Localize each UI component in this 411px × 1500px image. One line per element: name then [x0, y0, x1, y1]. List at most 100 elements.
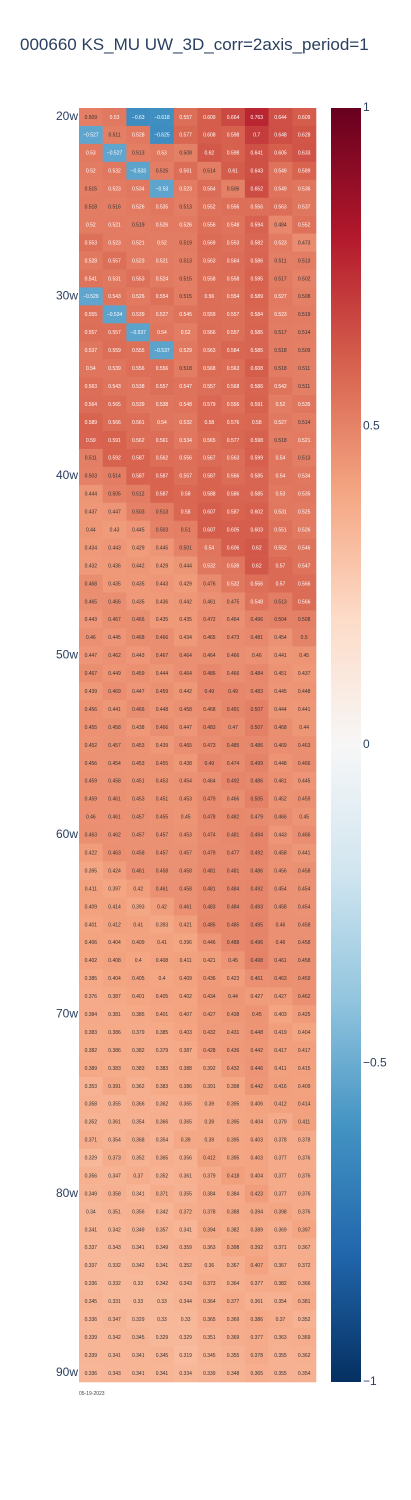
- heatmap-cell-label: 0.391: [203, 1084, 216, 1090]
- heatmap-cell-label: 0.372: [298, 1263, 311, 1269]
- heatmap-cell: [173, 125, 198, 145]
- heatmap-cell: [244, 1023, 269, 1042]
- heatmap-cell-label: 0.454: [298, 904, 311, 910]
- heatmap-cell: [102, 1148, 127, 1167]
- heatmap-cell: [79, 448, 103, 468]
- heatmap-cell: [268, 736, 293, 755]
- heatmap-cell: [126, 179, 151, 199]
- heatmap-cell-label: 0.403: [179, 1030, 192, 1036]
- heatmap-cell: [221, 753, 246, 773]
- heatmap-cell-label: 0.339: [85, 1353, 98, 1359]
- heatmap-cell: [268, 1364, 293, 1383]
- heatmap-cell-label: 0.556: [179, 456, 192, 462]
- heatmap-cell: [173, 323, 198, 342]
- heatmap-cell-label: −0.527: [83, 133, 99, 139]
- heatmap-cell-label: 0.458: [298, 922, 311, 928]
- heatmap-cell: [173, 1005, 198, 1024]
- heatmap-cell: [197, 646, 222, 665]
- heatmap-cell: [126, 1076, 151, 1096]
- heatmap-cell: [79, 1328, 103, 1347]
- heatmap-cell-label: 0.548: [179, 402, 192, 408]
- heatmap-cell-label: 0.474: [203, 833, 216, 839]
- heatmap-cell: [126, 287, 151, 306]
- heatmap-cell-label: 0.479: [250, 815, 263, 821]
- heatmap-cell-label: 0.349: [85, 1191, 98, 1197]
- heatmap-cell-label: 0.39: [204, 1102, 214, 1108]
- heatmap-cell: [79, 807, 103, 827]
- heatmap-cell: [173, 1202, 198, 1221]
- heatmap-cell: [150, 413, 175, 432]
- heatmap-cell-label: 0.466: [274, 815, 287, 821]
- heatmap-cell-label: 0.521: [132, 240, 145, 246]
- heatmap-cell: [244, 215, 269, 234]
- heatmap-cell-label: 0.438: [227, 1012, 240, 1018]
- heatmap-cell-label: 0.507: [250, 707, 263, 713]
- heatmap-cell-label: 0.607: [203, 510, 216, 516]
- heatmap-cell-label: 0.376: [298, 1173, 311, 1179]
- heatmap-cell-label: 0.45: [299, 653, 309, 659]
- heatmap-cell: [79, 1346, 103, 1365]
- heatmap-cell: [268, 1220, 293, 1239]
- heatmap-cell-label: 0.341: [85, 1227, 98, 1233]
- heatmap-cell-label: 0.599: [250, 456, 263, 462]
- heatmap-cell: [150, 1238, 175, 1257]
- heatmap-cell-label: 0.341: [132, 1245, 145, 1251]
- heatmap-cell: [244, 305, 269, 324]
- heatmap-cell: [244, 1166, 269, 1185]
- heatmap-cell-label: 0.589: [250, 294, 263, 300]
- heatmap-cell: [292, 161, 317, 181]
- heatmap-cell: [221, 969, 246, 988]
- heatmap-cell: [292, 628, 317, 647]
- heatmap-cell: [102, 125, 127, 145]
- heatmap-cell-label: 0.45: [299, 815, 309, 821]
- heatmap-cell-label: 0.432: [85, 563, 98, 569]
- heatmap-cell: [79, 1292, 103, 1311]
- heatmap-cell-label: 0.565: [203, 438, 216, 444]
- heatmap-cell: [173, 753, 198, 773]
- heatmap-cell-label: 0.563: [203, 258, 216, 264]
- heatmap-cell: [268, 323, 293, 342]
- heatmap-cell-label: 0.466: [298, 833, 311, 839]
- colorbar-tick-label: −1: [363, 1374, 377, 1388]
- heatmap-cell: [244, 861, 269, 880]
- heatmap-cell-label: 0.4: [158, 976, 165, 982]
- heatmap-cell: [150, 700, 175, 719]
- heatmap-cell-label: 0.445: [108, 635, 121, 641]
- heatmap-cell-label: −0.625: [154, 133, 170, 139]
- heatmap-cell: [102, 161, 127, 181]
- heatmap-cell: [268, 233, 293, 252]
- heatmap-cell: [150, 1310, 175, 1329]
- heatmap-cell: [150, 179, 175, 199]
- heatmap-cell: [126, 556, 151, 575]
- heatmap-cell-label: 0.383: [85, 1030, 98, 1036]
- heatmap-cell-label: 0.54: [86, 366, 96, 372]
- heatmap-cell-label: 0.435: [108, 581, 121, 587]
- heatmap-cell: [268, 771, 293, 791]
- heatmap-cell: [102, 305, 127, 324]
- heatmap-cell-label: 0.511: [298, 384, 310, 390]
- heatmap-cell-label: 0.455: [156, 761, 169, 767]
- heatmap-cell-label: 0.443: [132, 653, 145, 659]
- heatmap-cell-label: 0.506: [227, 187, 240, 193]
- heatmap-cell: [292, 682, 317, 701]
- heatmap-cell: [292, 1184, 317, 1203]
- heatmap-cell: [126, 251, 151, 270]
- heatmap-cell: [221, 215, 246, 234]
- heatmap-cell: [150, 556, 175, 575]
- heatmap-cell-label: 0.528: [85, 258, 98, 264]
- heatmap-cell-label: 0.343: [108, 1371, 121, 1377]
- heatmap-cell-label: 0.513: [179, 205, 192, 211]
- heatmap-cell-label: 0.537: [298, 205, 311, 211]
- heatmap-cell-label: 0.332: [108, 1263, 121, 1269]
- heatmap-cell: [102, 646, 127, 665]
- heatmap-cell: [268, 1238, 293, 1257]
- heatmap-cell-label: 0.341: [156, 1371, 169, 1377]
- heatmap-cell: [79, 1184, 103, 1203]
- heatmap-cell: [221, 125, 246, 145]
- heatmap-cell: [221, 1005, 246, 1024]
- heatmap-cell-label: 0.516: [108, 205, 121, 211]
- heatmap-cell: [292, 1274, 317, 1293]
- heatmap-cell-label: 0.446: [250, 1066, 263, 1072]
- heatmap-cell: [150, 502, 175, 521]
- heatmap-cell-label: 0.41: [157, 940, 167, 946]
